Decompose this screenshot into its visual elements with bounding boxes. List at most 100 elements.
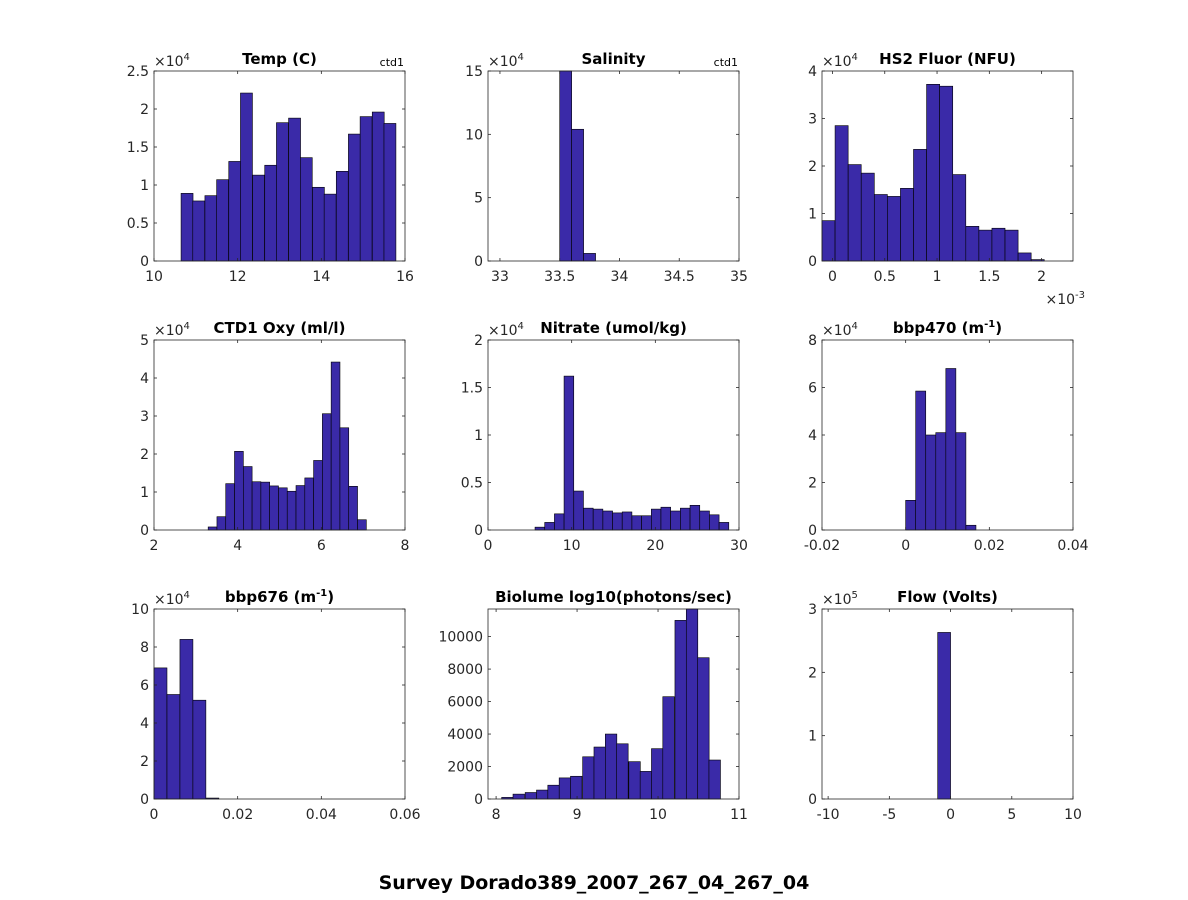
y-tick-label: 8000 [447, 662, 483, 678]
y-tick-label: 0.5 [127, 216, 149, 232]
x-tick-label: 0 [828, 269, 837, 285]
histogram-bar [621, 511, 633, 531]
y-tick-label: 1 [808, 729, 817, 745]
histogram-bar [847, 164, 862, 262]
x-tick-label: 34.5 [664, 269, 695, 285]
y-tick-label: 2 [140, 102, 149, 118]
x-tick-label: 0.5 [874, 269, 896, 285]
x-tick-label: 16 [396, 269, 414, 285]
histogram-bar [834, 125, 849, 262]
histogram-bar [534, 526, 546, 531]
y-tick-label: 3 [808, 112, 817, 128]
histogram-bar [709, 514, 720, 531]
histogram-bar [269, 485, 279, 531]
histogram-bar [179, 639, 194, 800]
x-tick-label: 33.5 [544, 269, 575, 285]
x-tick-label: 1 [933, 269, 942, 285]
y-tick-label: 15 [465, 64, 483, 80]
histogram-bar [680, 507, 691, 531]
histogram-bar [639, 771, 652, 800]
histogram-bar [312, 186, 325, 262]
histogram-bar [699, 510, 710, 531]
histogram-bar [251, 481, 262, 531]
x-tick-label: -10 [817, 807, 840, 823]
histogram-bar [571, 128, 584, 262]
histogram-bar [547, 784, 560, 800]
y-tick-label: 1 [140, 178, 149, 194]
y-exponent-label: ×104 [488, 321, 524, 339]
histogram-bar [559, 70, 572, 262]
y-tick-label: 0 [140, 792, 149, 808]
chart-panel: 0 0.02 0.04 0.06 0 2 4 6 8 10 ×104 bbp676 (m-1) [131, 588, 421, 823]
histogram-bar [685, 608, 699, 800]
histogram-bar [860, 172, 875, 262]
axes-box [487, 608, 740, 800]
x-tick-label: 1.5 [978, 269, 1000, 285]
histogram-bar [593, 746, 606, 800]
histogram-bar [563, 375, 575, 531]
histogram-bar [670, 510, 681, 531]
x-tick-label: 0.02 [222, 807, 253, 823]
y-tick-label: 0 [808, 523, 817, 539]
y-tick-label: 2 [808, 665, 817, 681]
y-tick-label: 6 [140, 678, 149, 694]
histogram-bar [359, 116, 373, 262]
histogram-bar [228, 161, 242, 262]
histogram-bar [323, 193, 337, 262]
x-tick-label: -5 [882, 807, 896, 823]
panel-title: Salinity [582, 50, 646, 68]
y-tick-label: 4000 [447, 727, 483, 743]
chart-panel: 8 9 10 11 0 2000 4000 6000 8000 10000 Biolume log1… [438, 588, 747, 823]
axes-box [153, 608, 406, 800]
panel-title: Biolume log10(photons/sec) [495, 588, 732, 606]
y-tick-label: 0 [474, 792, 483, 808]
histogram-bar [339, 427, 350, 531]
chart-panel: 10 12 14 16 0 0.5 1 1.5 2 2.5 ×104 Temp (C) ctd1 [127, 50, 414, 285]
x-tick-label: 10 [563, 538, 581, 554]
histogram-bar [260, 481, 270, 531]
x-tick-label: 2 [1037, 269, 1046, 285]
y-tick-label: 1 [140, 485, 149, 501]
histogram-bar [536, 789, 549, 800]
x-tick-label: 10 [145, 269, 163, 285]
y-tick-label: 2 [140, 447, 149, 463]
y-tick-label: 3 [808, 602, 817, 618]
histogram-bar [616, 743, 629, 800]
panel-note: ctd1 [714, 56, 738, 69]
x-tick-label: 10 [649, 807, 667, 823]
histogram-bar [192, 200, 206, 262]
histogram-bar [264, 164, 277, 262]
histogram-bar [612, 512, 623, 531]
x-tick-label: 4 [233, 538, 242, 554]
x-tick-label: 8 [492, 807, 501, 823]
x-tick-label: 0 [901, 538, 910, 554]
y-tick-label: 8 [140, 640, 149, 656]
y-tick-label: 5 [474, 191, 483, 207]
histogram-bar [180, 193, 194, 262]
histogram-bar [304, 477, 314, 531]
histogram-bar [900, 188, 914, 262]
y-tick-label: 1.5 [127, 140, 149, 156]
chart-panel: 0 10 20 30 0 0.5 1 1.5 2 ×104 Nitrate (umol/kg) [461, 319, 748, 554]
histogram-bar [582, 756, 595, 800]
histogram-bar [965, 226, 980, 262]
histogram-bar [708, 759, 721, 800]
x-tick-label: 11 [730, 807, 748, 823]
y-tick-label: 4 [140, 371, 149, 387]
axes-box [153, 339, 406, 531]
y-exponent-label: ×104 [822, 321, 858, 339]
y-tick-label: 2 [808, 476, 817, 492]
x-tick-label: 12 [229, 269, 247, 285]
histogram-bar [925, 434, 937, 531]
histogram-bar [216, 516, 227, 531]
histogram-bar [935, 432, 947, 531]
y-exponent-label: ×104 [488, 52, 524, 70]
histogram-bar [558, 777, 571, 800]
histogram-bar [662, 696, 675, 800]
histogram-bar [945, 368, 957, 531]
histogram-bar [605, 733, 618, 800]
x-tick-label: 9 [573, 807, 582, 823]
x-tick-label: 8 [401, 538, 410, 554]
